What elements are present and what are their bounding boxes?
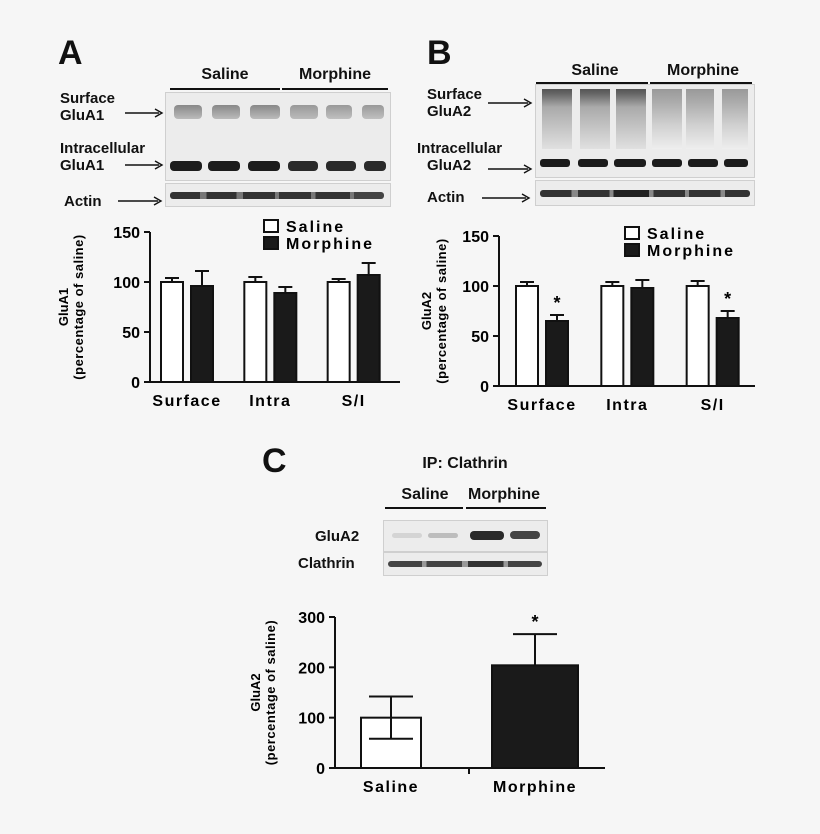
legend-label: Saline bbox=[647, 226, 706, 243]
band-strip-intra bbox=[540, 159, 750, 167]
panel-b-actin-blot bbox=[535, 180, 755, 206]
panel-c-glua2-label: GluA2 bbox=[315, 528, 360, 545]
y-axis-label: GluA2 bbox=[419, 292, 434, 330]
bar-morphine bbox=[491, 664, 579, 769]
y-tick-label: 300 bbox=[298, 610, 325, 627]
x-tick-label: S/I bbox=[342, 393, 366, 410]
x-tick-label: Saline bbox=[363, 779, 419, 796]
x-tick-label: Intra bbox=[606, 397, 648, 414]
panel-c-saline-label: Saline bbox=[401, 486, 449, 503]
bar-saline bbox=[600, 285, 625, 387]
panel-c-morphine-label: Morphine bbox=[468, 486, 540, 503]
panel-b-morphine-label: Morphine bbox=[667, 62, 739, 79]
panel-b-saline-line bbox=[536, 82, 648, 84]
x-tick-label: Morphine bbox=[493, 779, 577, 796]
y-axis-label: GluA2 bbox=[248, 673, 263, 711]
panel-b-actin-arrow bbox=[482, 193, 531, 203]
bar-saline bbox=[326, 281, 351, 383]
panel-a-gel-image bbox=[165, 92, 391, 181]
panel-b-intra-arrow bbox=[488, 164, 533, 174]
panel-b-actin-label: Actin bbox=[427, 189, 465, 206]
legend-label: Morphine bbox=[286, 236, 374, 253]
panel-c-morphine-line bbox=[466, 507, 546, 509]
panel-a-morphine-line bbox=[282, 88, 388, 90]
panel-a-intra-arrow bbox=[125, 160, 164, 170]
panel-a-surface-label: Surface GluA1 bbox=[60, 90, 116, 124]
panel-b-gel-image bbox=[535, 84, 755, 178]
panel-a-actin-blot bbox=[165, 183, 391, 207]
panel-b-chart: 0 50 100 150 GluA2 (percentage of saline) * Sur… bbox=[419, 226, 755, 414]
panel-b-saline-label: Saline bbox=[571, 62, 619, 79]
y-tick-label: 0 bbox=[316, 761, 325, 778]
bar-morphine bbox=[545, 320, 569, 387]
band-strip-intra bbox=[170, 161, 386, 171]
y-axis-label: GluA1 bbox=[56, 288, 71, 326]
significance-marker: * bbox=[531, 612, 538, 632]
x-tick-label: Surface bbox=[152, 393, 221, 410]
panel-a-letter: A bbox=[58, 34, 83, 72]
y-tick-label: 100 bbox=[298, 711, 325, 728]
panel-c-clathrin-label: Clathrin bbox=[298, 555, 355, 572]
panel-a-morphine-label: Morphine bbox=[299, 66, 371, 83]
bar-saline bbox=[160, 281, 184, 383]
y-tick-label: 200 bbox=[298, 660, 325, 677]
bar-morphine bbox=[630, 287, 655, 387]
panel-b-intra-label: Intracellular GluA2 bbox=[417, 140, 503, 174]
panel-c-letter: C bbox=[262, 442, 287, 480]
legend-swatch bbox=[624, 243, 640, 257]
panel-a-saline-line bbox=[170, 88, 280, 90]
y-tick-label: 150 bbox=[113, 225, 140, 242]
panel-a-chart: 0 50 100 150 GluA1 (percentage of saline) Surf… bbox=[56, 219, 400, 410]
bar-saline bbox=[685, 285, 710, 387]
y-tick-label: 100 bbox=[462, 279, 489, 296]
y-axis-label-units: (percentage of saline) bbox=[71, 234, 86, 379]
panel-b-morphine-line bbox=[650, 82, 752, 84]
significance-marker: * bbox=[553, 293, 560, 313]
y-axis-label-units: (percentage of saline) bbox=[263, 620, 278, 765]
y-tick-label: 100 bbox=[113, 275, 140, 292]
y-tick-label: 0 bbox=[480, 379, 489, 396]
legend-swatch bbox=[624, 226, 640, 240]
y-axis-label-units: (percentage of saline) bbox=[434, 238, 449, 383]
panel-b-surface-arrow bbox=[488, 98, 533, 108]
legend-label: Morphine bbox=[647, 243, 735, 260]
y-tick-label: 50 bbox=[471, 329, 489, 346]
bar-morphine bbox=[190, 285, 214, 383]
y-tick-label: 50 bbox=[122, 325, 140, 342]
x-tick-label: Surface bbox=[507, 397, 576, 414]
panel-b-letter: B bbox=[427, 34, 452, 72]
legend-swatch bbox=[263, 236, 279, 250]
panel-a-actin-arrow bbox=[118, 196, 163, 206]
band-strip-surface bbox=[174, 105, 384, 119]
bar-saline bbox=[515, 285, 539, 387]
bar-morphine bbox=[273, 292, 298, 383]
panel-c-glua2-blot bbox=[383, 520, 548, 552]
bar-morphine bbox=[356, 274, 381, 383]
y-tick-label: 0 bbox=[131, 375, 140, 392]
x-tick-label: Intra bbox=[249, 393, 291, 410]
panel-b-surface-label: Surface GluA2 bbox=[427, 86, 483, 120]
bar-saline bbox=[243, 281, 268, 383]
panel-c-ip-label: IP: Clathrin bbox=[422, 455, 508, 472]
panel-a-actin-label: Actin bbox=[64, 193, 102, 210]
panel-c-chart: 0 100 200 300 GluA2 (percentage of saline) Sal… bbox=[248, 610, 605, 796]
panel-c-saline-line bbox=[385, 507, 463, 509]
panel-a-surface-arrow bbox=[125, 108, 164, 118]
y-tick-label: 150 bbox=[462, 229, 489, 246]
significance-marker: * bbox=[724, 289, 731, 309]
band-strip-surface bbox=[542, 89, 750, 149]
legend-label: Saline bbox=[286, 219, 345, 236]
bar-morphine bbox=[715, 317, 740, 387]
legend-swatch bbox=[263, 219, 279, 233]
x-tick-label: S/I bbox=[701, 397, 725, 414]
panel-a-saline-label: Saline bbox=[201, 66, 249, 83]
panel-a-intra-label: Intracellular GluA1 bbox=[60, 140, 146, 174]
panel-c-clathrin-blot bbox=[383, 552, 548, 576]
